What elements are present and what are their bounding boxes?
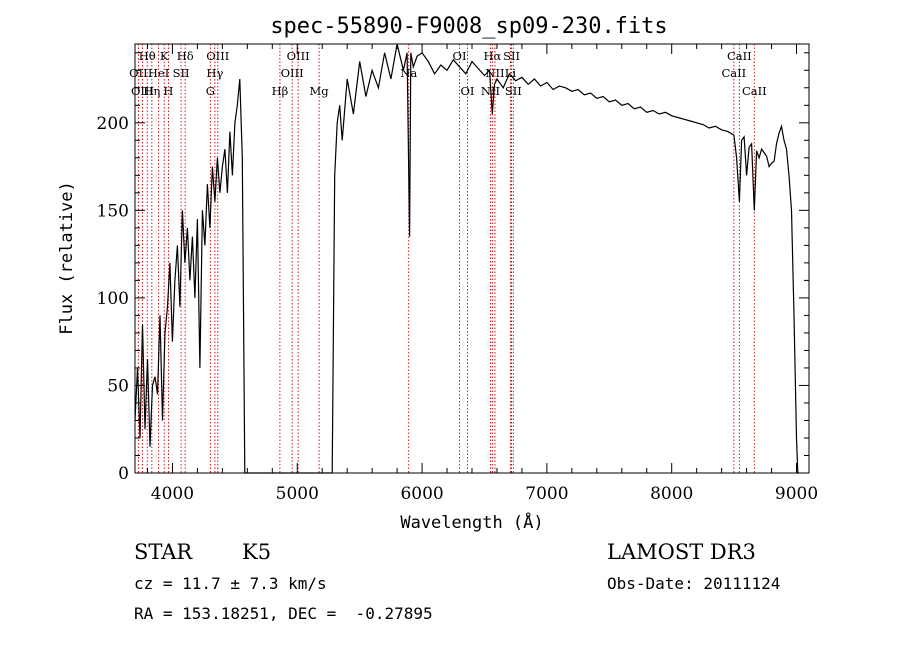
spectral-line-label: Hα [483, 49, 501, 63]
spectral-line-label: OII [129, 66, 148, 80]
spectral-line-label: SII [503, 49, 520, 63]
object-class: STAR [134, 540, 193, 564]
spectral-line-label: OIII [281, 66, 304, 80]
x-axis-label: Wavelength (Å) [400, 511, 543, 533]
spectral-lines-layer [137, 44, 755, 473]
y-tick-label: 200 [97, 114, 129, 134]
x-tick-label: 4000 [151, 484, 194, 504]
spectral-line-label: Mg [310, 84, 330, 98]
spectral-line-label: OI [453, 49, 467, 63]
spectral-line-label: K [160, 49, 169, 63]
x-tick-label: 7000 [525, 484, 568, 504]
survey-name: LAMOST DR3 [607, 540, 756, 564]
spectral-line-label: CaII [742, 84, 767, 98]
chart-title: spec-55890-F9008_sp09-230.fits [270, 14, 667, 39]
spectral-line-label: Hδ [177, 49, 194, 63]
spectrum-series-line [134, 43, 799, 474]
spectrum-chart: spec-55890-F9008_sp09-230.fits Hθ K Hδ OIII… [57, 14, 818, 533]
spectral-line-label: G [206, 84, 215, 98]
y-tick-label: 0 [118, 464, 129, 484]
x-axis-ticks: 4000 5000 6000 7000 8000 9000 [146, 44, 818, 504]
spectral-line-label: OI [461, 84, 475, 98]
x-tick-label: 6000 [400, 484, 443, 504]
redshift-cz: cz = 11.7 ± 7.3 km/s [134, 574, 327, 593]
spectral-line-label: Hβ [272, 84, 289, 98]
spectral-line-label: Li [505, 66, 517, 80]
spectral-line-label: SII [505, 84, 522, 98]
spectral-line-label: CaII [721, 66, 746, 80]
spectral-line-label: SII [173, 66, 190, 80]
spectral-line-label: Hγ [206, 66, 223, 80]
spectral-line-label: NII [485, 66, 504, 80]
spectral-line-label: Hθ [139, 49, 156, 63]
y-tick-label: 50 [107, 376, 129, 396]
spectral-line-label: OIII [206, 49, 229, 63]
observation-date: Obs-Date: 20111124 [607, 574, 781, 593]
y-tick-label: 150 [97, 201, 129, 221]
spectral-line-label: CaII [727, 49, 752, 63]
y-tick-label: 100 [97, 289, 129, 309]
spectral-line-label: OIII [287, 49, 310, 63]
y-axis-label: Flux (relative) [57, 181, 77, 335]
spectral-line-label: Hη [143, 84, 160, 98]
coordinates: RA = 153.18251, DEC = -0.27895 [134, 604, 433, 623]
plot-frame [134, 43, 810, 474]
spectral-line-label: H [163, 84, 173, 98]
object-subclass: K5 [242, 540, 272, 564]
spectral-line-label: Na [400, 66, 417, 80]
x-tick-label: 5000 [276, 484, 319, 504]
x-tick-label: 9000 [775, 484, 818, 504]
spectral-line-label: HeI [148, 66, 169, 80]
y-axis-ticks: 0 50 100 150 200 [97, 52, 809, 484]
x-tick-label: 8000 [650, 484, 693, 504]
